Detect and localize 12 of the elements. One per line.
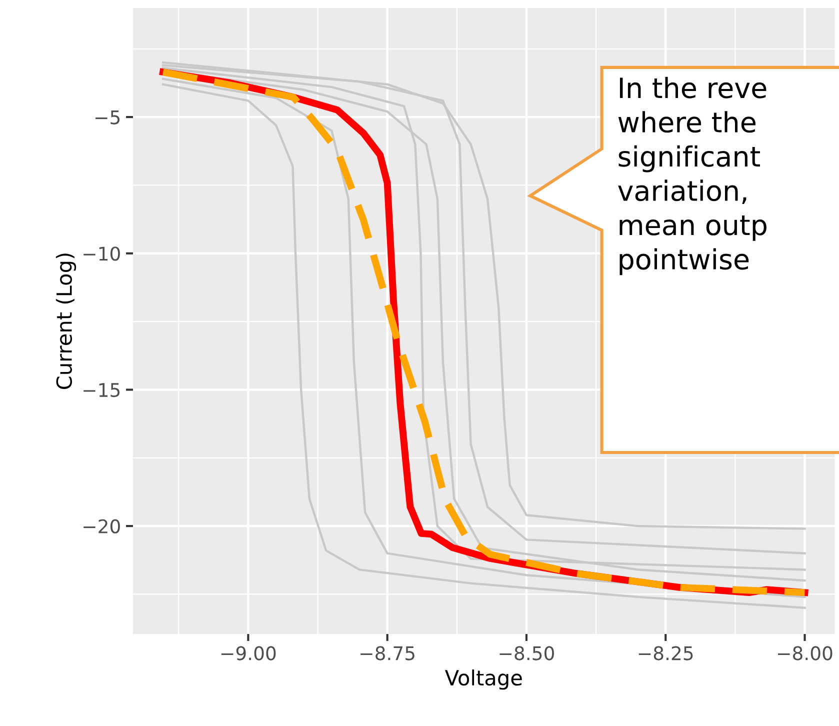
y-tick-label: −5 (96, 110, 120, 124)
x-tick-label: −8.75 (360, 646, 414, 660)
x-tick-label: −8.00 (778, 646, 832, 660)
annotation: In the reve where the significant variation, mean outp pointwise (618, 76, 766, 276)
x-tick-label: −8.25 (638, 646, 693, 660)
x-tick-label: −8.50 (500, 646, 554, 660)
y-axis-title: Current (Log) (56, 254, 76, 389)
y-tick-label: −10 (84, 246, 120, 261)
x-tick-label: −9.00 (221, 646, 276, 660)
y-tick-label: −15 (84, 383, 120, 398)
y-tick-label: −20 (84, 519, 120, 534)
x-axis-title: Voltage (444, 670, 522, 690)
